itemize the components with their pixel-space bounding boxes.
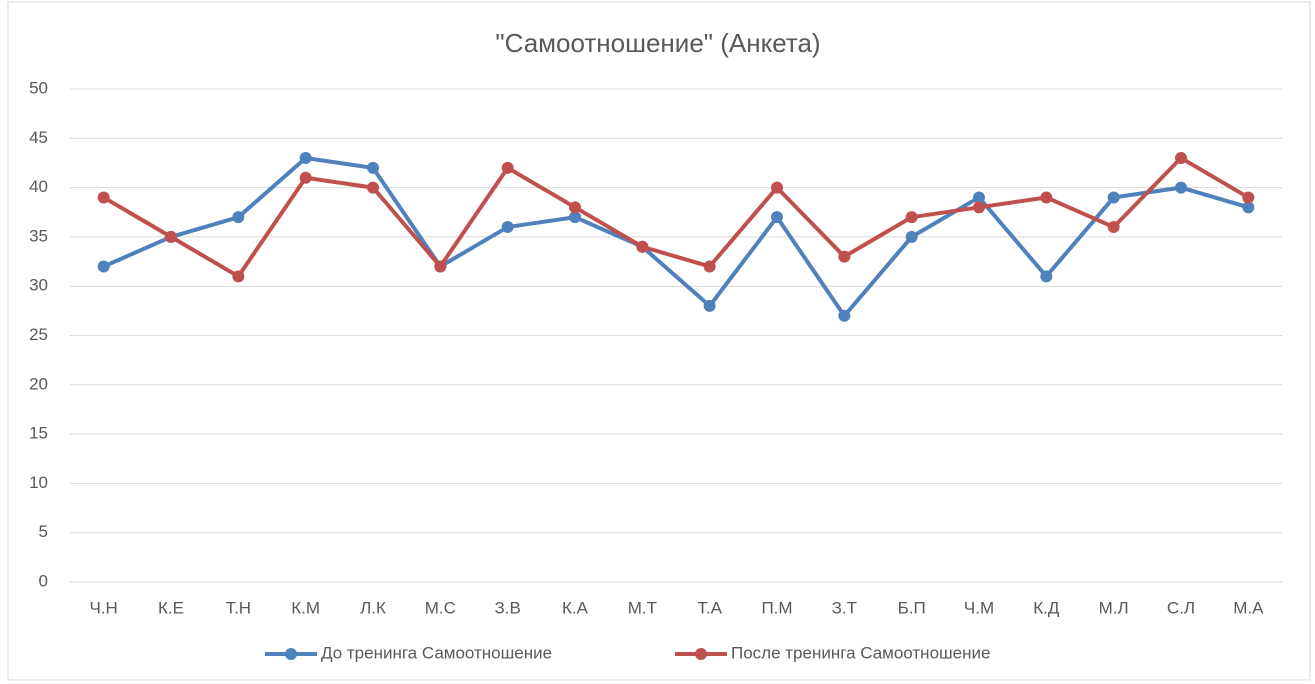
x-tick-label: К.Д	[1033, 598, 1060, 617]
point	[569, 201, 581, 214]
point	[636, 240, 649, 253]
x-tick-label: М.А	[1233, 598, 1264, 617]
legend-label: До тренинга Самоотношение	[321, 643, 552, 662]
legend-marker	[285, 648, 297, 660]
point	[1040, 270, 1053, 283]
point	[434, 260, 447, 273]
point	[1175, 152, 1187, 165]
legend-label: После тренинга Самоотношение	[731, 643, 990, 662]
point	[771, 211, 783, 224]
point	[1242, 191, 1255, 204]
point	[501, 221, 514, 234]
chart-border	[7, 1, 1311, 681]
series-line	[102, 156, 1249, 318]
x-tick-label: П.М	[761, 598, 792, 617]
point	[299, 171, 312, 184]
point	[1242, 201, 1255, 214]
point	[1107, 221, 1120, 234]
x-tick-label: Т.Н	[226, 598, 252, 617]
y-tick-label: 20	[29, 374, 48, 393]
point	[232, 211, 245, 224]
point	[1175, 181, 1187, 194]
point	[232, 270, 245, 283]
point	[97, 260, 110, 273]
point	[973, 191, 985, 204]
point	[1040, 191, 1053, 204]
x-tick-label: Л.К	[360, 598, 386, 617]
point	[569, 211, 581, 224]
x-tick-label: К.М	[291, 598, 320, 617]
x-tick-label: М.Л	[1099, 598, 1129, 617]
y-tick-label: 50	[29, 78, 48, 97]
legend-marker	[695, 648, 707, 660]
y-tick-label: 0	[39, 571, 48, 590]
y-tick-label: 25	[29, 325, 48, 344]
point	[703, 260, 716, 273]
x-tick-label: К.А	[562, 598, 589, 617]
point	[838, 309, 851, 322]
point	[501, 161, 514, 174]
point	[97, 191, 110, 204]
point	[1107, 191, 1120, 204]
point	[703, 299, 716, 312]
x-tick-label: З.Т	[832, 598, 857, 617]
point	[367, 181, 379, 194]
y-tick-label: 40	[29, 177, 48, 196]
point	[973, 201, 985, 214]
point	[367, 161, 379, 174]
x-tick-label: С.Л	[1167, 598, 1195, 617]
y-tick-label: 15	[29, 424, 48, 443]
y-tick-label: 10	[29, 473, 48, 492]
chart-title: "Самоотношение" (Анкета)	[495, 28, 820, 58]
y-tick-label: 5	[39, 522, 48, 541]
y-tick-label: 45	[29, 128, 48, 147]
series-line	[102, 156, 1250, 279]
point	[905, 230, 918, 243]
x-tick-label: М.Т	[628, 598, 657, 617]
y-tick-label: 35	[29, 226, 48, 245]
x-tick-label: Б.П	[898, 598, 926, 617]
point	[165, 230, 177, 243]
x-tick-label: З.В	[494, 598, 520, 617]
y-tick-label: 30	[29, 276, 48, 295]
x-tick-label: М.С	[425, 598, 456, 617]
x-tick-label: Ч.Н	[89, 598, 117, 617]
point	[299, 152, 312, 165]
point	[771, 181, 783, 194]
x-tick-label: Т.А	[697, 598, 722, 617]
point	[838, 250, 851, 263]
point	[905, 211, 918, 224]
x-tick-label: Ч.М	[964, 598, 994, 617]
x-tick-label: К.Е	[158, 598, 184, 617]
